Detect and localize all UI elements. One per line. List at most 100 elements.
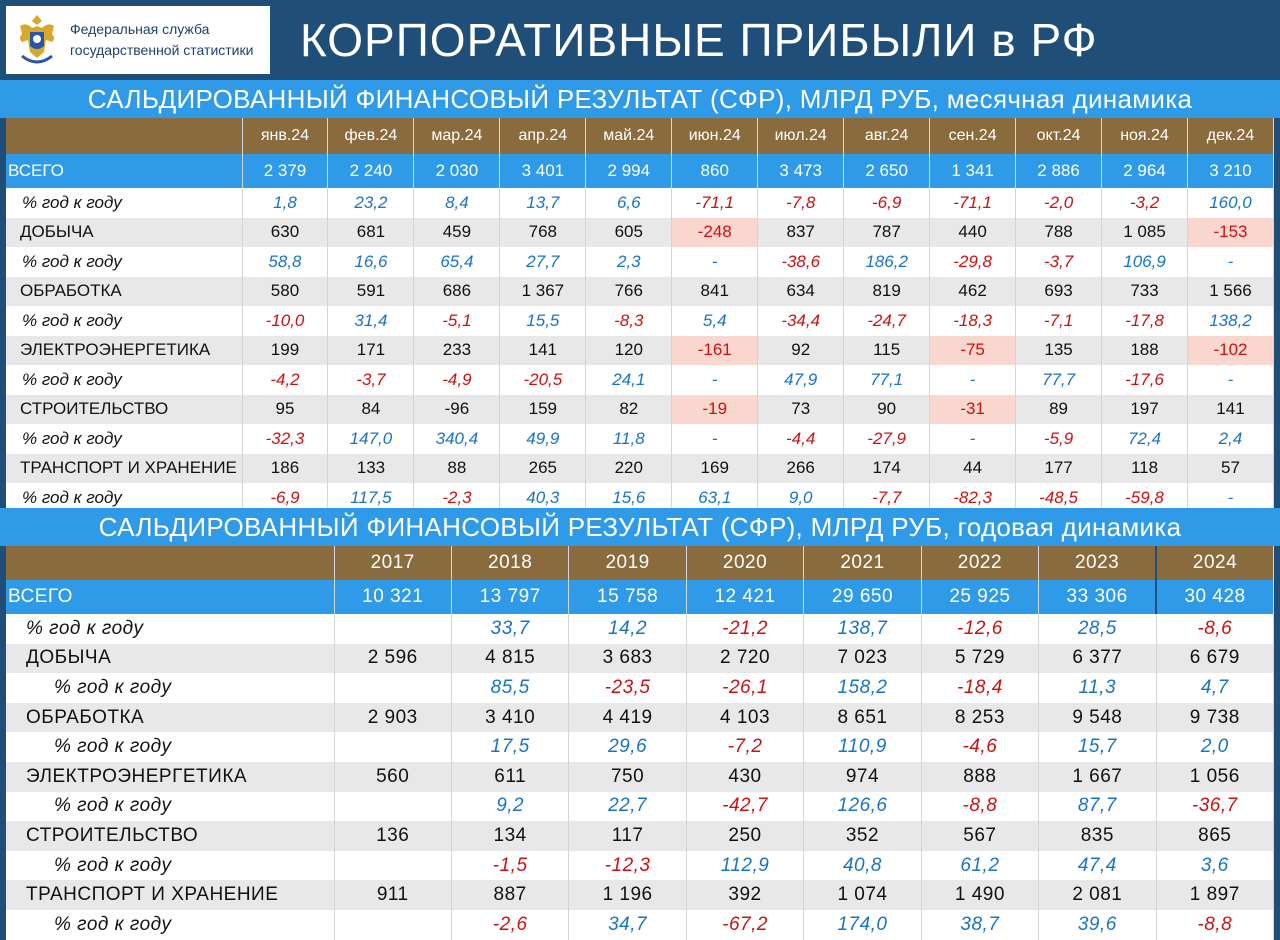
- pct-value: -71,1: [671, 188, 759, 218]
- value-cell: 265: [499, 453, 587, 483]
- total-pct-row: % год к году 33,7 14,2 -21,2 138,7 -12,6 28,5-…: [6, 614, 1275, 644]
- column-header: июн.24: [671, 118, 759, 154]
- value-cell: 560: [334, 761, 452, 792]
- pct-value: 31,4: [327, 306, 415, 336]
- value-cell: -161: [671, 335, 759, 365]
- value-cell: 681: [327, 217, 415, 247]
- total-value: 29 650: [803, 580, 922, 614]
- row-label: СТРОИТЕЛЬСТВО: [6, 821, 335, 851]
- pct-value: -71,1: [929, 188, 1017, 218]
- value-cell: 141: [499, 335, 587, 365]
- column-header: 2017: [334, 546, 452, 580]
- page-header: Федеральная служба государственной стати…: [0, 0, 1280, 80]
- total-value: 13 797: [451, 580, 570, 614]
- value-cell: 171: [327, 335, 415, 365]
- row-label: ДОБЫЧА: [6, 643, 335, 674]
- row-label: СТРОИТЕЛЬСТВО: [6, 394, 243, 424]
- value-cell: 7 023: [803, 643, 922, 674]
- column-header: май.24: [585, 118, 673, 154]
- pct-value: -: [671, 365, 759, 395]
- pct-value: 11,3: [1038, 673, 1157, 703]
- pct-value: -67,2: [686, 909, 805, 940]
- total-value: 25 925: [921, 580, 1040, 614]
- value-cell: 186: [242, 453, 329, 483]
- pct-value: 14,2: [568, 614, 687, 644]
- pct-value: -2,3: [413, 483, 501, 513]
- pct-value: -6,9: [843, 188, 931, 218]
- column-header: июл.24: [757, 118, 845, 154]
- value-cell: 591: [327, 276, 415, 306]
- pct-value: -7,1: [1015, 306, 1103, 336]
- pct-value: 174,0: [803, 909, 922, 940]
- pct-value: 16,6: [327, 247, 415, 277]
- value-cell: 197: [1101, 394, 1188, 424]
- column-header: 2021: [803, 546, 922, 580]
- total-value: 10 321: [334, 580, 452, 614]
- total-value: 3 210: [1187, 154, 1275, 188]
- pct-value: 8,4: [413, 188, 501, 218]
- value-cell: 3 410: [451, 702, 570, 733]
- value-cell: 6 377: [1038, 643, 1157, 674]
- value-cell: 220: [585, 453, 673, 483]
- total-value: 3 473: [757, 154, 845, 188]
- total-value: 2 030: [413, 154, 501, 188]
- table-row: СТРОИТЕЛЬСТВО 136 134 117 250 352 567 835 865: [6, 821, 1275, 851]
- value-cell: 887: [451, 880, 570, 910]
- pct-value: 3,6: [1156, 850, 1275, 881]
- value-cell: 768: [499, 217, 587, 247]
- pct-value: 85,5: [451, 673, 570, 703]
- pct-value: -4,2: [242, 365, 329, 395]
- pct-row: % год к году 17,5 29,6 -7,2 110,9 -4,6 15,7 2,0: [6, 732, 1275, 762]
- pct-value: 15,6: [585, 483, 673, 513]
- total-value: 12 421: [686, 580, 805, 614]
- total-value: 2 240: [327, 154, 415, 188]
- value-cell: 95: [242, 394, 329, 424]
- value-cell: 120: [585, 335, 673, 365]
- pct-value: 138,2: [1187, 306, 1275, 336]
- column-header: апр.24: [499, 118, 587, 154]
- value-cell: -96: [413, 394, 501, 424]
- value-cell: 5 729: [921, 643, 1040, 674]
- value-cell: 352: [803, 821, 922, 851]
- header-corner: [6, 118, 243, 154]
- value-cell: 1 566: [1187, 276, 1275, 306]
- pct-value: 2,4: [1187, 424, 1275, 454]
- table-row: СТРОИТЕЛЬСТВО 95 84 -96 159 82 -19 73 90 -31 89 197…: [6, 394, 1275, 424]
- column-header-row: 2017 2018 2019 2020 2021 2022 2023 2024: [6, 546, 1275, 580]
- value-cell: 733: [1101, 276, 1188, 306]
- value-cell: 9 738: [1156, 702, 1275, 733]
- value-cell: 117: [568, 821, 687, 851]
- total-row: ВСЕГО 10 321 13 797 15 758 12 421 29 650 25 92…: [6, 580, 1275, 614]
- pct-value: 24,1: [585, 365, 673, 395]
- pct-value: [334, 909, 452, 940]
- value-cell: 250: [686, 821, 805, 851]
- value-cell: 1 196: [568, 880, 687, 910]
- pct-value: 23,2: [327, 188, 415, 218]
- pct-value: 22,7: [568, 791, 687, 822]
- value-cell: 835: [1038, 821, 1157, 851]
- column-header: сен.24: [929, 118, 1017, 154]
- value-cell: 134: [451, 821, 570, 851]
- table-row: ОБРАБОТКА 2 903 3 410 4 419 4 103 8 651 8 253 9…: [6, 702, 1275, 733]
- pct-value: -7,2: [686, 732, 805, 762]
- pct-value: 58,8: [242, 247, 329, 277]
- row-label: ТРАНСПОРТ И ХРАНЕНИЕ: [6, 453, 243, 483]
- pct-label: % год к году: [6, 483, 243, 513]
- header-corner: [6, 546, 335, 580]
- value-cell: 135: [1015, 335, 1103, 365]
- pct-value: -36,7: [1156, 791, 1275, 822]
- pct-value: -24,7: [843, 306, 931, 336]
- column-header: фев.24: [327, 118, 415, 154]
- pct-value: 147,0: [327, 424, 415, 454]
- pct-label: % год к году: [6, 673, 335, 703]
- pct-value: -48,5: [1015, 483, 1103, 513]
- pct-label: % год к году: [6, 791, 335, 822]
- value-cell: 888: [921, 761, 1040, 792]
- monthly-title: САЛЬДИРОВАННЫЙ ФИНАНСОВЫЙ РЕЗУЛЬТАТ (СФР…: [0, 80, 1280, 118]
- total-value: 15 758: [568, 580, 687, 614]
- pct-value: -20,5: [499, 365, 587, 395]
- value-cell: 174: [843, 453, 931, 483]
- rosstat-logo: Федеральная служба государственной стати…: [6, 6, 270, 74]
- pct-label: % год к году: [6, 424, 243, 454]
- pct-value: -3,7: [1015, 247, 1103, 277]
